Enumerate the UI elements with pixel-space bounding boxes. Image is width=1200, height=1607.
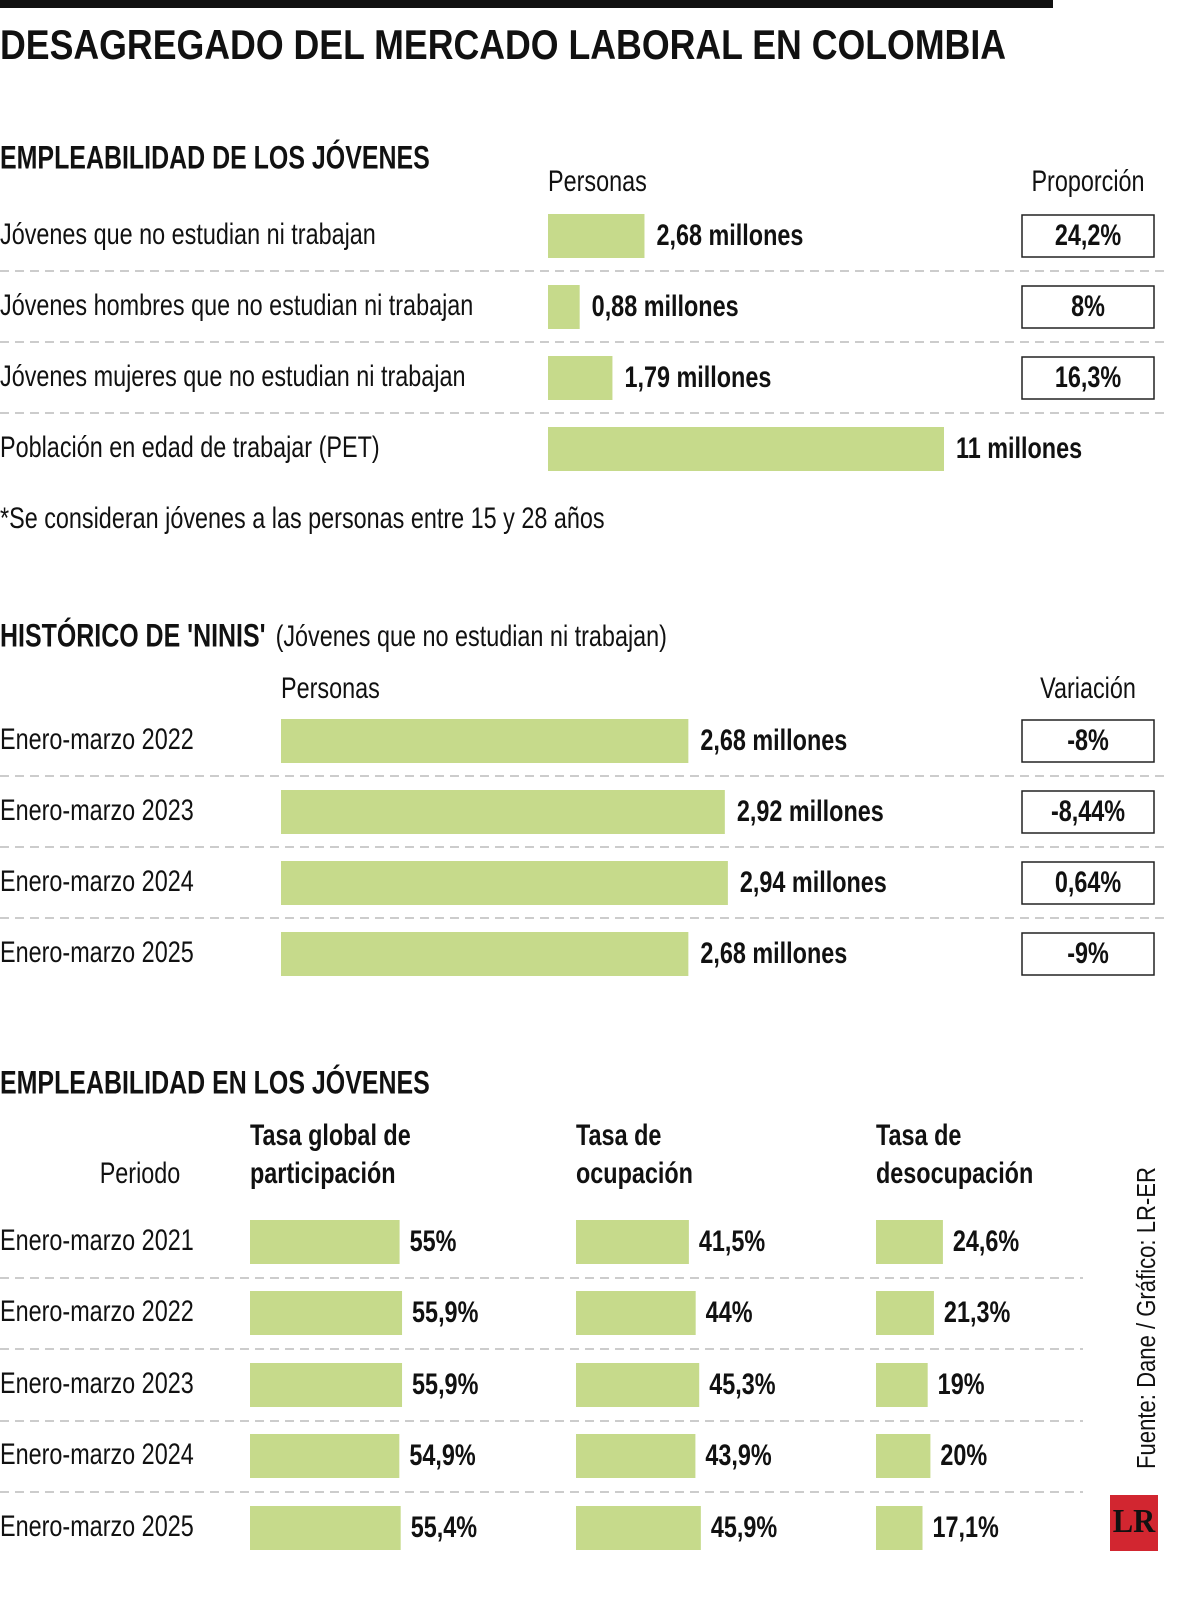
value-label: 55% bbox=[410, 1224, 457, 1257]
value-box bbox=[1021, 285, 1155, 329]
box-label: 16,3% bbox=[1055, 360, 1121, 393]
value-box bbox=[1021, 861, 1155, 905]
bar bbox=[876, 1291, 934, 1335]
top-rule bbox=[0, 0, 1053, 8]
row-label: Enero-marzo 2023 bbox=[0, 793, 194, 826]
box-label: 0,64% bbox=[1055, 865, 1121, 898]
value-label: 55,9% bbox=[412, 1295, 478, 1328]
bar bbox=[876, 1363, 928, 1407]
row-label: Población en edad de trabajar (PET) bbox=[0, 430, 380, 463]
bar bbox=[250, 1506, 401, 1550]
value-box bbox=[1021, 356, 1155, 400]
bar bbox=[876, 1220, 943, 1264]
footnote: *Se consideran jóvenes a las personas en… bbox=[0, 501, 605, 534]
row-label: Jóvenes que no estudian ni trabajan bbox=[0, 217, 376, 250]
value-label: 2,68 millones bbox=[656, 218, 803, 251]
row-label: Enero-marzo 2024 bbox=[0, 864, 194, 897]
series-header: Tasa global de participación bbox=[250, 1118, 417, 1189]
box-label: 24,2% bbox=[1055, 218, 1121, 251]
column-header: Variación bbox=[1040, 671, 1136, 704]
bar bbox=[576, 1220, 689, 1264]
row-label: Enero-marzo 2023 bbox=[0, 1366, 194, 1399]
value-label: 2,94 millones bbox=[740, 865, 887, 898]
bar bbox=[548, 214, 645, 258]
value-label: 19% bbox=[938, 1367, 985, 1400]
bar bbox=[876, 1434, 931, 1478]
series-header: Tasa de desocupación bbox=[876, 1118, 1033, 1189]
row-label: Jóvenes mujeres que no estudian ni traba… bbox=[0, 359, 465, 392]
row-label: Enero-marzo 2021 bbox=[0, 1223, 194, 1256]
series-header: Tasa de ocupación bbox=[576, 1118, 693, 1189]
box-label: -8% bbox=[1067, 723, 1109, 756]
value-box bbox=[1021, 932, 1155, 976]
value-label: 44% bbox=[706, 1295, 753, 1328]
row-label: Enero-marzo 2022 bbox=[0, 1294, 194, 1327]
value-label: 2,92 millones bbox=[737, 794, 884, 827]
section-title: HISTÓRICO DE 'NINIS' bbox=[0, 616, 266, 654]
value-label: 55,9% bbox=[412, 1367, 478, 1400]
row-label: Jóvenes hombres que no estudian ni traba… bbox=[0, 288, 473, 321]
section-title: EMPLEABILIDAD EN LOS JÓVENES bbox=[0, 1063, 430, 1101]
bar bbox=[576, 1506, 701, 1550]
bar bbox=[576, 1363, 700, 1407]
bar bbox=[281, 932, 689, 976]
value-label: 45,3% bbox=[709, 1367, 775, 1400]
bar bbox=[250, 1291, 403, 1335]
box-label: 8% bbox=[1071, 289, 1105, 322]
box-label: -9% bbox=[1067, 936, 1109, 969]
main-title: DESAGREGADO DEL MERCADO LABORAL EN COLOM… bbox=[0, 22, 1006, 68]
section-title: EMPLEABILIDAD DE LOS JÓVENES bbox=[0, 138, 430, 176]
bar bbox=[250, 1363, 403, 1407]
value-label: 20% bbox=[940, 1438, 987, 1471]
bar bbox=[548, 285, 580, 329]
bar bbox=[281, 790, 725, 834]
value-label: 24,6% bbox=[953, 1224, 1019, 1257]
value-label: 2,68 millones bbox=[700, 936, 847, 969]
value-label: 45,9% bbox=[711, 1510, 777, 1543]
bar bbox=[250, 1434, 400, 1478]
row-label: Enero-marzo 2024 bbox=[0, 1437, 194, 1470]
value-label: 17,1% bbox=[933, 1510, 999, 1543]
row-label: Enero-marzo 2022 bbox=[0, 722, 194, 755]
logo-box bbox=[1110, 1495, 1158, 1551]
value-label: 1,79 millones bbox=[624, 360, 771, 393]
column-header: Proporción bbox=[1031, 164, 1144, 197]
value-box bbox=[1021, 214, 1155, 258]
column-header: Personas bbox=[281, 671, 380, 704]
logo-text: LR bbox=[1113, 1501, 1156, 1539]
bar bbox=[281, 861, 728, 905]
column-header: Personas bbox=[548, 164, 647, 197]
row-label: Enero-marzo 2025 bbox=[0, 935, 194, 968]
value-label: 11 millones bbox=[956, 431, 1082, 464]
value-label: 41,5% bbox=[699, 1224, 765, 1257]
box-label: -8,44% bbox=[1051, 794, 1125, 827]
value-label: 43,9% bbox=[705, 1438, 771, 1471]
bar bbox=[576, 1291, 696, 1335]
bar bbox=[576, 1434, 696, 1478]
row-label: Enero-marzo 2025 bbox=[0, 1509, 194, 1542]
column-header: Periodo bbox=[100, 1156, 181, 1189]
value-label: 55,4% bbox=[411, 1510, 477, 1543]
value-label: 54,9% bbox=[409, 1438, 475, 1471]
value-label: 2,68 millones bbox=[700, 723, 847, 756]
value-label: 0,88 millones bbox=[592, 289, 739, 322]
bar bbox=[548, 356, 613, 400]
bar bbox=[250, 1220, 400, 1264]
bar bbox=[281, 719, 689, 763]
source: Fuente: Dane / Gráfico: LR-ER bbox=[1132, 1167, 1161, 1469]
value-box bbox=[1021, 790, 1155, 834]
value-box bbox=[1021, 719, 1155, 763]
bar bbox=[548, 427, 944, 471]
value-label: 21,3% bbox=[944, 1295, 1010, 1328]
section-subtitle: (Jóvenes que no estudian ni trabajan) bbox=[276, 619, 667, 652]
bar bbox=[876, 1506, 923, 1550]
